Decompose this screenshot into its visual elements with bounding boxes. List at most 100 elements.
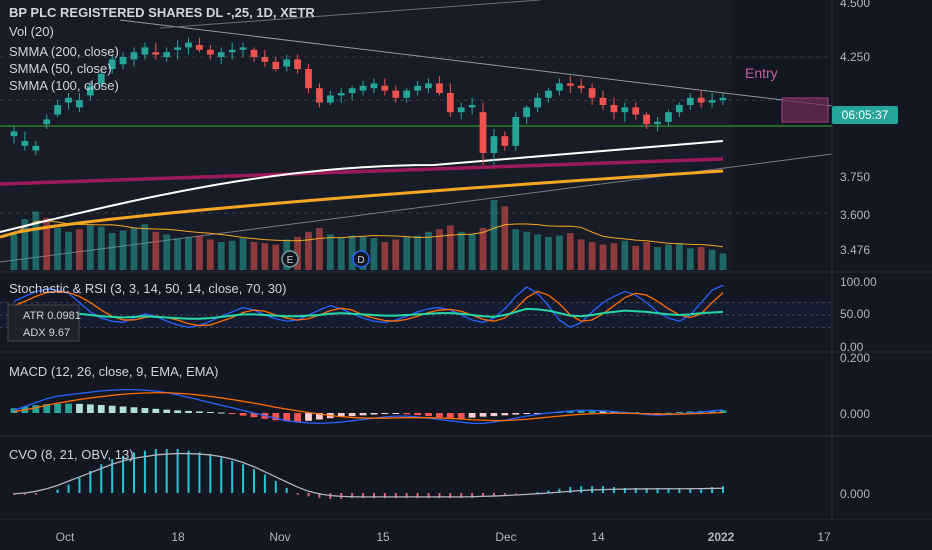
volume-bar-41 bbox=[457, 231, 465, 270]
volume-bar-31 bbox=[348, 235, 356, 270]
candle-body-55 bbox=[610, 105, 618, 113]
macd-histogram-bar-32 bbox=[359, 413, 367, 416]
macd-histogram-bar-3 bbox=[43, 404, 51, 413]
legend-smma-100[interactable]: SMMA (100, close) bbox=[9, 78, 119, 93]
macd-histogram-bar-43 bbox=[479, 413, 487, 417]
dividend-letter: D bbox=[357, 255, 364, 266]
macd-histogram-bar-20 bbox=[228, 413, 236, 415]
volume-bar-38 bbox=[425, 231, 432, 270]
macd-histogram-bar-25 bbox=[283, 413, 291, 422]
stoch-axis[interactable]: 100.00 50.00 0.00 bbox=[840, 275, 877, 354]
candle-body-4 bbox=[54, 105, 62, 115]
time-axis[interactable]: Oct 18 Nov 15 Dec 14 2022 17 bbox=[56, 530, 831, 544]
macd-title[interactable]: MACD (12, 26, close, 9, EMA, EMA) bbox=[9, 364, 219, 379]
cvo-pane[interactable] bbox=[13, 449, 724, 499]
candle-body-42 bbox=[468, 105, 476, 108]
cvo-title[interactable]: CVO (8, 21, OBV, 13) bbox=[9, 447, 134, 462]
macd-pane[interactable] bbox=[10, 388, 727, 425]
volume-bar-4 bbox=[54, 228, 62, 270]
volume-bar-33 bbox=[370, 238, 378, 270]
candle-body-65 bbox=[719, 97, 727, 101]
macd-axis[interactable]: 0.200 0.000 bbox=[840, 351, 870, 421]
volume-bar-16 bbox=[185, 236, 192, 270]
volume-bar-58 bbox=[643, 242, 651, 270]
volume-bar-19 bbox=[217, 242, 225, 270]
macd-histogram-bar-51 bbox=[566, 410, 574, 413]
macd-histogram-bar-8 bbox=[97, 404, 105, 413]
volume-bar-8 bbox=[97, 226, 105, 270]
candle-body-33 bbox=[370, 83, 378, 89]
volume-bar-34 bbox=[381, 242, 389, 270]
macd-signal-line bbox=[13, 392, 724, 422]
candle-body-19 bbox=[217, 52, 225, 57]
price-axis[interactable]: 4.500 4.250 3.750 3.600 3.476 bbox=[840, 0, 870, 257]
candle-body-40 bbox=[446, 93, 454, 113]
macd-histogram-bar-9 bbox=[108, 405, 116, 413]
volume-bar-9 bbox=[108, 233, 116, 270]
volume-bar-50 bbox=[556, 235, 563, 270]
candle-body-17 bbox=[196, 45, 203, 50]
candle-body-21 bbox=[239, 47, 247, 50]
macd-histogram-bar-11 bbox=[130, 407, 138, 413]
time-tick-15: 15 bbox=[376, 530, 390, 544]
earnings-letter: E bbox=[287, 255, 294, 266]
macd-histogram-bar-42 bbox=[468, 413, 476, 418]
macd-histogram-bar-47 bbox=[523, 413, 531, 415]
candle-body-53 bbox=[588, 88, 596, 98]
volume-bar-2 bbox=[32, 211, 40, 270]
legend-smma-50[interactable]: SMMA (50, close) bbox=[9, 61, 112, 76]
candlesticks[interactable] bbox=[10, 37, 727, 165]
adx-value: ADX 9.67 bbox=[23, 327, 70, 339]
upper-trendline bbox=[159, 0, 541, 29]
macd-histogram-bar-61 bbox=[675, 411, 683, 413]
smma-200-line bbox=[0, 140, 724, 233]
macd-histogram-bar-17 bbox=[196, 411, 203, 413]
time-tick-oct: Oct bbox=[56, 530, 75, 544]
macd-histogram-bar-13 bbox=[152, 408, 160, 413]
time-tick-17: 17 bbox=[817, 530, 831, 544]
macd-histogram-bar-26 bbox=[294, 413, 301, 422]
volume-bar-64 bbox=[708, 249, 716, 270]
time-tick-14: 14 bbox=[591, 530, 605, 544]
candle-body-18 bbox=[206, 49, 214, 55]
price-tick-4250: 4.250 bbox=[840, 50, 870, 64]
entry-label[interactable]: Entry bbox=[745, 65, 778, 81]
legend-vol[interactable]: Vol (20) bbox=[9, 24, 54, 39]
candle-body-31 bbox=[348, 88, 356, 93]
chart-title[interactable]: BP PLC REGISTERED SHARES DL -,25, 1D, XE… bbox=[9, 5, 315, 20]
legend-smma-200[interactable]: SMMA (200, close) bbox=[9, 44, 119, 59]
candle-body-38 bbox=[425, 83, 432, 89]
candle-body-29 bbox=[326, 95, 334, 103]
volume-bar-1 bbox=[21, 219, 29, 270]
volume-bar-42 bbox=[468, 234, 476, 270]
dividend-marker[interactable]: D bbox=[352, 250, 370, 268]
earnings-marker[interactable]: E bbox=[281, 250, 299, 268]
macd-histogram-bar-65 bbox=[719, 410, 727, 413]
countdown-badge: 06:05:37 bbox=[832, 106, 898, 124]
volume-bar-44 bbox=[490, 200, 498, 270]
stochastic-rsi-pane[interactable] bbox=[0, 284, 832, 329]
countdown-label: 06:05:37 bbox=[842, 108, 889, 122]
candle-body-50 bbox=[556, 83, 563, 91]
macd-histogram-bar-5 bbox=[65, 403, 72, 413]
candle-body-16 bbox=[185, 42, 192, 48]
earnings-circle bbox=[281, 250, 299, 268]
volume-bar-59 bbox=[654, 247, 661, 270]
candle-body-2 bbox=[32, 145, 40, 151]
macd-histogram-bar-62 bbox=[686, 411, 694, 413]
candle-body-15 bbox=[174, 47, 181, 50]
candle-body-32 bbox=[359, 85, 367, 91]
stoch-title[interactable]: Stochastic & RSI (3, 3, 14, 50, 14, clos… bbox=[9, 281, 286, 296]
stoch-tick-0: 0.00 bbox=[840, 340, 864, 354]
candle-body-14 bbox=[163, 52, 171, 57]
candle-body-11 bbox=[130, 52, 138, 60]
volume-bar-62 bbox=[686, 248, 694, 270]
atr-adx-box: ATR 0.0981 ADX 9.67 bbox=[7, 304, 81, 342]
volume-bar-40 bbox=[446, 225, 454, 270]
macd-histogram-bar-28 bbox=[316, 413, 323, 420]
cvo-axis[interactable]: 0.000 bbox=[840, 487, 870, 501]
volume-bar-30 bbox=[337, 238, 345, 270]
volume-bar-3 bbox=[43, 217, 51, 270]
